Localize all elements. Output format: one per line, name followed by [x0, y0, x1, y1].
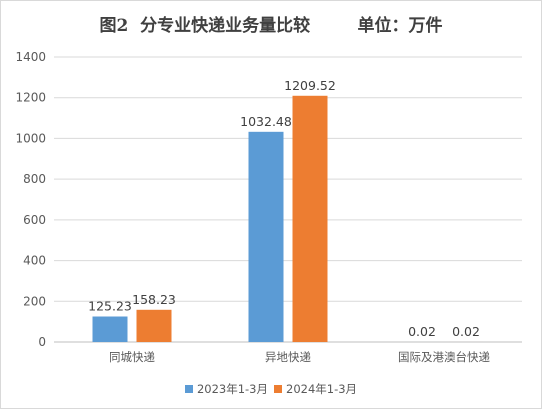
- y-tick-label: 600: [23, 213, 46, 227]
- y-axis-ticks: 0 200 400 600 800 1000 1200 1400: [15, 50, 46, 349]
- bar: [292, 95, 328, 343]
- y-tick-label: 1000: [15, 131, 46, 145]
- bars: [92, 95, 484, 343]
- y-tick-label: 200: [23, 294, 46, 308]
- y-tick-label: 0: [38, 335, 46, 349]
- data-label: 0.02: [452, 324, 480, 339]
- legend-item: 2023年1-3月: [184, 381, 268, 397]
- x-category-label: 异地快递: [265, 350, 311, 364]
- x-category-label: 同城快递: [109, 350, 155, 364]
- chart-title: 图2 分专业快递业务量比较 单位：万件: [99, 16, 443, 36]
- y-tick-label: 1400: [15, 50, 46, 64]
- data-label: 0.02: [408, 324, 436, 339]
- legend-swatch: [184, 385, 193, 393]
- bar: [92, 316, 128, 342]
- data-label: 158.23: [132, 292, 176, 307]
- y-tick-label: 1200: [15, 91, 46, 105]
- x-axis-categories: 同城快递 异地快递 国际及港澳台快递: [109, 350, 490, 364]
- bar: [136, 309, 172, 342]
- data-label: 125.23: [88, 299, 132, 314]
- data-label: 1032.48: [240, 114, 292, 129]
- data-labels: 125.23 158.23 1032.48 1209.52 0.02 0.02: [88, 78, 480, 339]
- legend-label: 2023年1-3月: [196, 382, 268, 396]
- legend-swatch: [274, 385, 282, 393]
- legend: 2023年1-3月 2024年1-3月: [1, 381, 541, 397]
- x-category-label: 国际及港澳台快递: [398, 350, 490, 364]
- legend-label: 2024年1-3月: [286, 382, 358, 396]
- bar: [248, 131, 284, 342]
- y-tick-label: 400: [23, 254, 46, 268]
- legend-item: 2024年1-3月: [274, 381, 357, 397]
- gridlines: [54, 56, 522, 343]
- y-tick-label: 800: [23, 172, 46, 186]
- data-label: 1209.52: [284, 78, 336, 93]
